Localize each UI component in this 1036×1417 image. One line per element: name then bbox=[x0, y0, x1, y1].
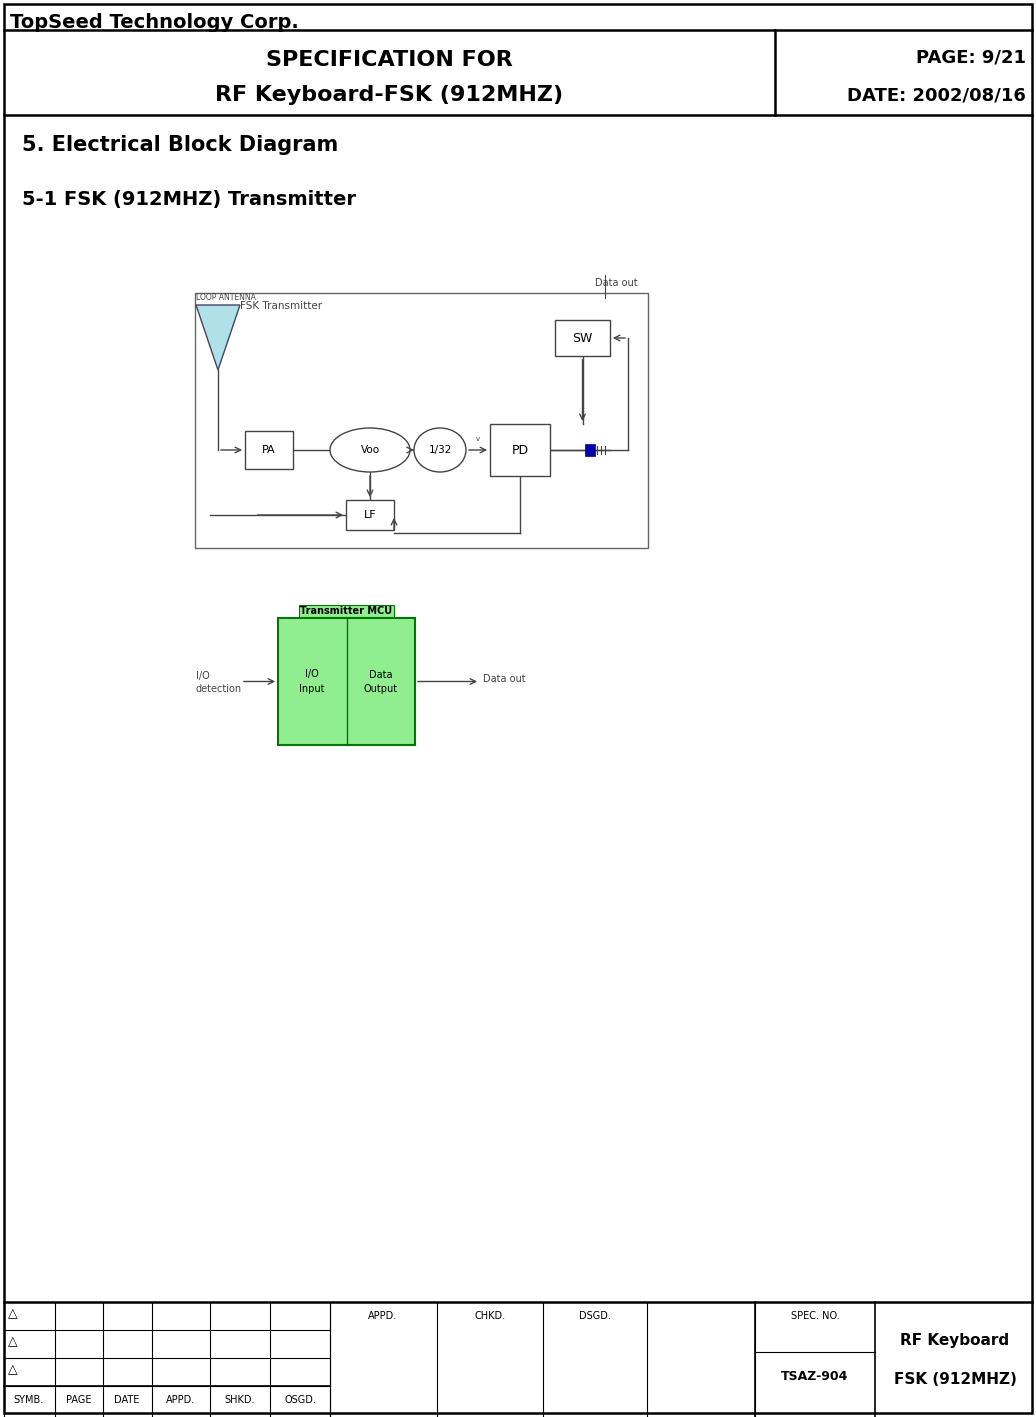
Text: DSGD.: DSGD. bbox=[579, 1311, 611, 1321]
Text: Data: Data bbox=[369, 669, 393, 680]
Text: CHKD.: CHKD. bbox=[474, 1311, 506, 1321]
Text: FSK (912MHZ): FSK (912MHZ) bbox=[894, 1373, 1016, 1387]
Text: detection: detection bbox=[196, 684, 242, 694]
Bar bbox=[490, 424, 550, 476]
Text: Voo: Voo bbox=[361, 445, 379, 455]
Text: DATE: DATE bbox=[114, 1394, 140, 1406]
Text: SHKD.: SHKD. bbox=[225, 1394, 255, 1406]
Text: Transmitter MCU: Transmitter MCU bbox=[300, 606, 393, 616]
Text: I/O: I/O bbox=[306, 669, 319, 680]
Bar bbox=[278, 618, 415, 745]
Text: LF: LF bbox=[364, 510, 376, 520]
Text: APPD.: APPD. bbox=[369, 1311, 398, 1321]
Text: TSAZ-904: TSAZ-904 bbox=[781, 1370, 848, 1383]
Bar bbox=[346, 500, 394, 530]
Text: DATE: 2002/08/16: DATE: 2002/08/16 bbox=[847, 86, 1026, 103]
Text: SPECIFICATION FOR: SPECIFICATION FOR bbox=[266, 50, 513, 69]
Text: 1/32: 1/32 bbox=[428, 445, 452, 455]
Text: Output: Output bbox=[364, 683, 398, 693]
Text: FSK Transmitter: FSK Transmitter bbox=[240, 300, 322, 310]
Text: LOOP ANTENNA: LOOP ANTENNA bbox=[196, 293, 256, 302]
Text: I/O: I/O bbox=[196, 670, 209, 680]
Bar bbox=[585, 444, 595, 456]
Text: RF Keyboard-FSK (912MHZ): RF Keyboard-FSK (912MHZ) bbox=[215, 85, 564, 105]
Text: RF Keyboard: RF Keyboard bbox=[900, 1332, 1009, 1348]
Text: △: △ bbox=[8, 1335, 18, 1349]
Text: 5-1 FSK (912MHZ) Transmitter: 5-1 FSK (912MHZ) Transmitter bbox=[22, 190, 356, 210]
Text: △: △ bbox=[8, 1363, 18, 1376]
Bar bbox=[195, 293, 648, 548]
Text: △: △ bbox=[8, 1308, 18, 1321]
Text: TopSeed Technology Corp.: TopSeed Technology Corp. bbox=[10, 13, 298, 31]
Text: PD: PD bbox=[512, 444, 528, 456]
Text: v: v bbox=[476, 436, 480, 442]
Text: SPEC. NO.: SPEC. NO. bbox=[790, 1311, 839, 1321]
Text: PAGE: PAGE bbox=[66, 1394, 92, 1406]
Bar bbox=[555, 320, 610, 356]
Text: SW: SW bbox=[572, 332, 593, 344]
Ellipse shape bbox=[414, 428, 466, 472]
Text: Input: Input bbox=[299, 683, 325, 693]
Text: PA: PA bbox=[262, 445, 276, 455]
Text: OSGD.: OSGD. bbox=[284, 1394, 316, 1406]
Polygon shape bbox=[196, 305, 240, 370]
Text: 5. Electrical Block Diagram: 5. Electrical Block Diagram bbox=[22, 135, 338, 154]
Text: SYMB.: SYMB. bbox=[13, 1394, 45, 1406]
Bar bbox=[244, 431, 293, 469]
Ellipse shape bbox=[330, 428, 410, 472]
Text: APPD.: APPD. bbox=[167, 1394, 196, 1406]
Text: Data out: Data out bbox=[483, 674, 525, 684]
Text: PAGE: 9/21: PAGE: 9/21 bbox=[916, 50, 1026, 67]
Text: Data out: Data out bbox=[595, 278, 637, 288]
